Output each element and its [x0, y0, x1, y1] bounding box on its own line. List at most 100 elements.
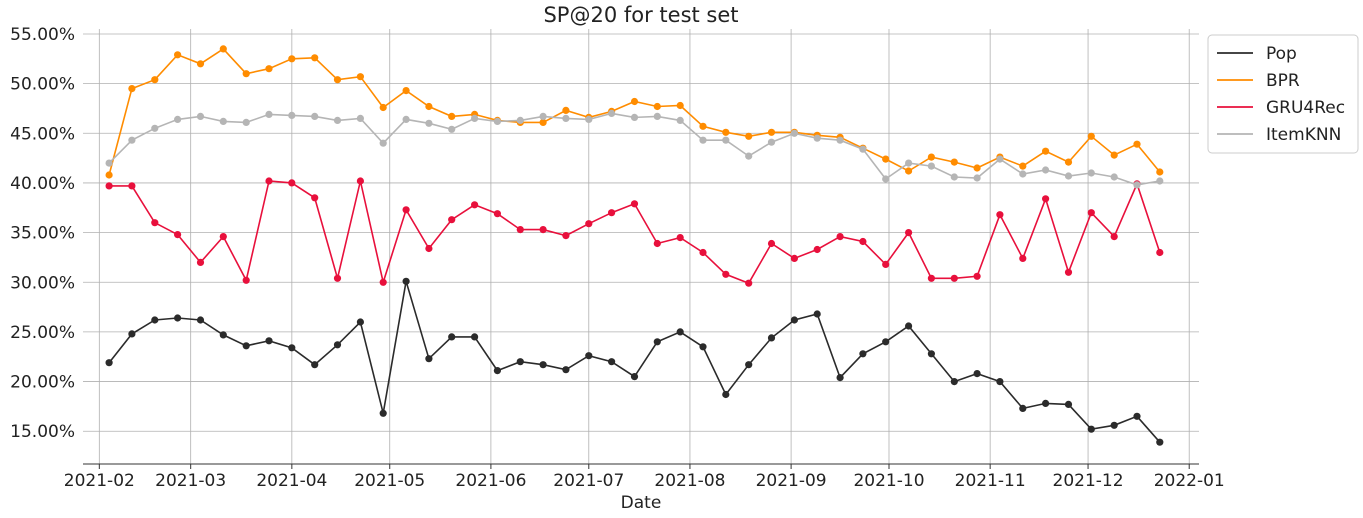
data-point [356, 318, 364, 326]
legend-label: Pop [1266, 44, 1297, 64]
data-point [128, 85, 136, 93]
data-point [402, 115, 410, 123]
data-point [905, 159, 913, 167]
legend-box [1207, 34, 1359, 154]
series-layer [105, 45, 1164, 446]
data-point [288, 179, 296, 187]
data-point [653, 239, 661, 248]
data-point [882, 338, 890, 346]
x-tick-label: 2021-04 [256, 471, 327, 491]
data-point [1156, 248, 1164, 257]
data-point [996, 155, 1004, 163]
data-point [836, 374, 844, 382]
data-point [219, 331, 227, 339]
data-point [402, 206, 410, 214]
data-point [859, 237, 867, 246]
data-point [311, 54, 319, 62]
data-point [1019, 404, 1027, 412]
data-point [448, 333, 456, 341]
data-point [219, 233, 227, 241]
data-point [585, 220, 593, 228]
data-point [722, 390, 730, 399]
data-point [1110, 151, 1118, 159]
y-tick-label: 40.00% [10, 174, 75, 194]
data-point [767, 138, 776, 146]
data-point [128, 136, 136, 144]
data-point [608, 109, 616, 117]
data-point [950, 378, 958, 386]
data-point [585, 352, 593, 360]
data-point [1042, 147, 1050, 155]
data-point [151, 316, 159, 324]
data-point [882, 260, 890, 268]
x-tick-label: 2021-02 [64, 471, 135, 491]
data-point [927, 162, 936, 170]
y-tick-label: 25.00% [10, 323, 75, 343]
data-point [790, 254, 799, 262]
data-point [493, 117, 501, 125]
data-point [288, 344, 296, 352]
data-point [630, 373, 639, 381]
data-point [288, 111, 296, 119]
data-point [630, 97, 639, 106]
data-point [265, 177, 273, 185]
data-point [402, 87, 410, 95]
data-point [265, 110, 273, 118]
data-point [493, 210, 501, 218]
data-point [539, 361, 547, 369]
x-tick-label: 2022-01 [1154, 471, 1225, 491]
y-tick-label: 30.00% [10, 273, 75, 293]
data-point [676, 328, 684, 336]
data-point [425, 119, 433, 127]
data-point [950, 274, 958, 282]
data-point [1156, 177, 1164, 185]
data-point [242, 70, 250, 78]
x-axis-label: Date [621, 493, 662, 513]
data-point [1110, 173, 1118, 181]
data-point [1064, 172, 1073, 180]
x-tick-label: 2021-03 [155, 471, 226, 491]
data-point [562, 366, 570, 374]
data-point [471, 333, 479, 341]
series-pop [105, 277, 1164, 446]
data-point [836, 136, 844, 144]
legend-label: ItemKNN [1266, 125, 1341, 145]
data-point [905, 322, 913, 330]
legend-label: GRU4Rec [1266, 98, 1345, 118]
data-point [1133, 412, 1141, 420]
data-point [836, 233, 844, 241]
data-point [516, 226, 524, 234]
data-point [927, 350, 936, 358]
data-point [1156, 438, 1164, 446]
data-point [151, 76, 159, 84]
data-point [1042, 399, 1050, 407]
data-point [1087, 169, 1095, 177]
y-tick-label: 45.00% [10, 124, 75, 144]
data-point [699, 136, 707, 144]
data-point [1087, 425, 1095, 433]
data-point [333, 76, 342, 84]
legend-label: BPR [1266, 71, 1300, 91]
data-point [653, 338, 661, 346]
y-tick-label: 50.00% [10, 75, 75, 95]
grid [83, 29, 1199, 464]
data-point [1019, 162, 1027, 170]
series-gru4rec [105, 177, 1164, 287]
data-point [882, 175, 890, 183]
data-point [1156, 168, 1164, 176]
data-point [196, 112, 205, 120]
data-point [402, 277, 410, 285]
data-point [1042, 166, 1050, 174]
chart-title: SP@20 for test set [543, 3, 738, 27]
data-point [105, 359, 113, 367]
data-point [242, 276, 250, 284]
data-point [973, 272, 981, 280]
data-point [151, 219, 159, 227]
legend[interactable]: Pop BPR GRU4Rec ItemKNN [1207, 34, 1359, 154]
data-point [1087, 209, 1095, 217]
series-line-itemknn [108, 112, 1160, 186]
data-point [745, 132, 753, 140]
series-itemknn [105, 109, 1164, 189]
data-point [219, 45, 227, 53]
series-line-gru4rec [109, 180, 1161, 286]
